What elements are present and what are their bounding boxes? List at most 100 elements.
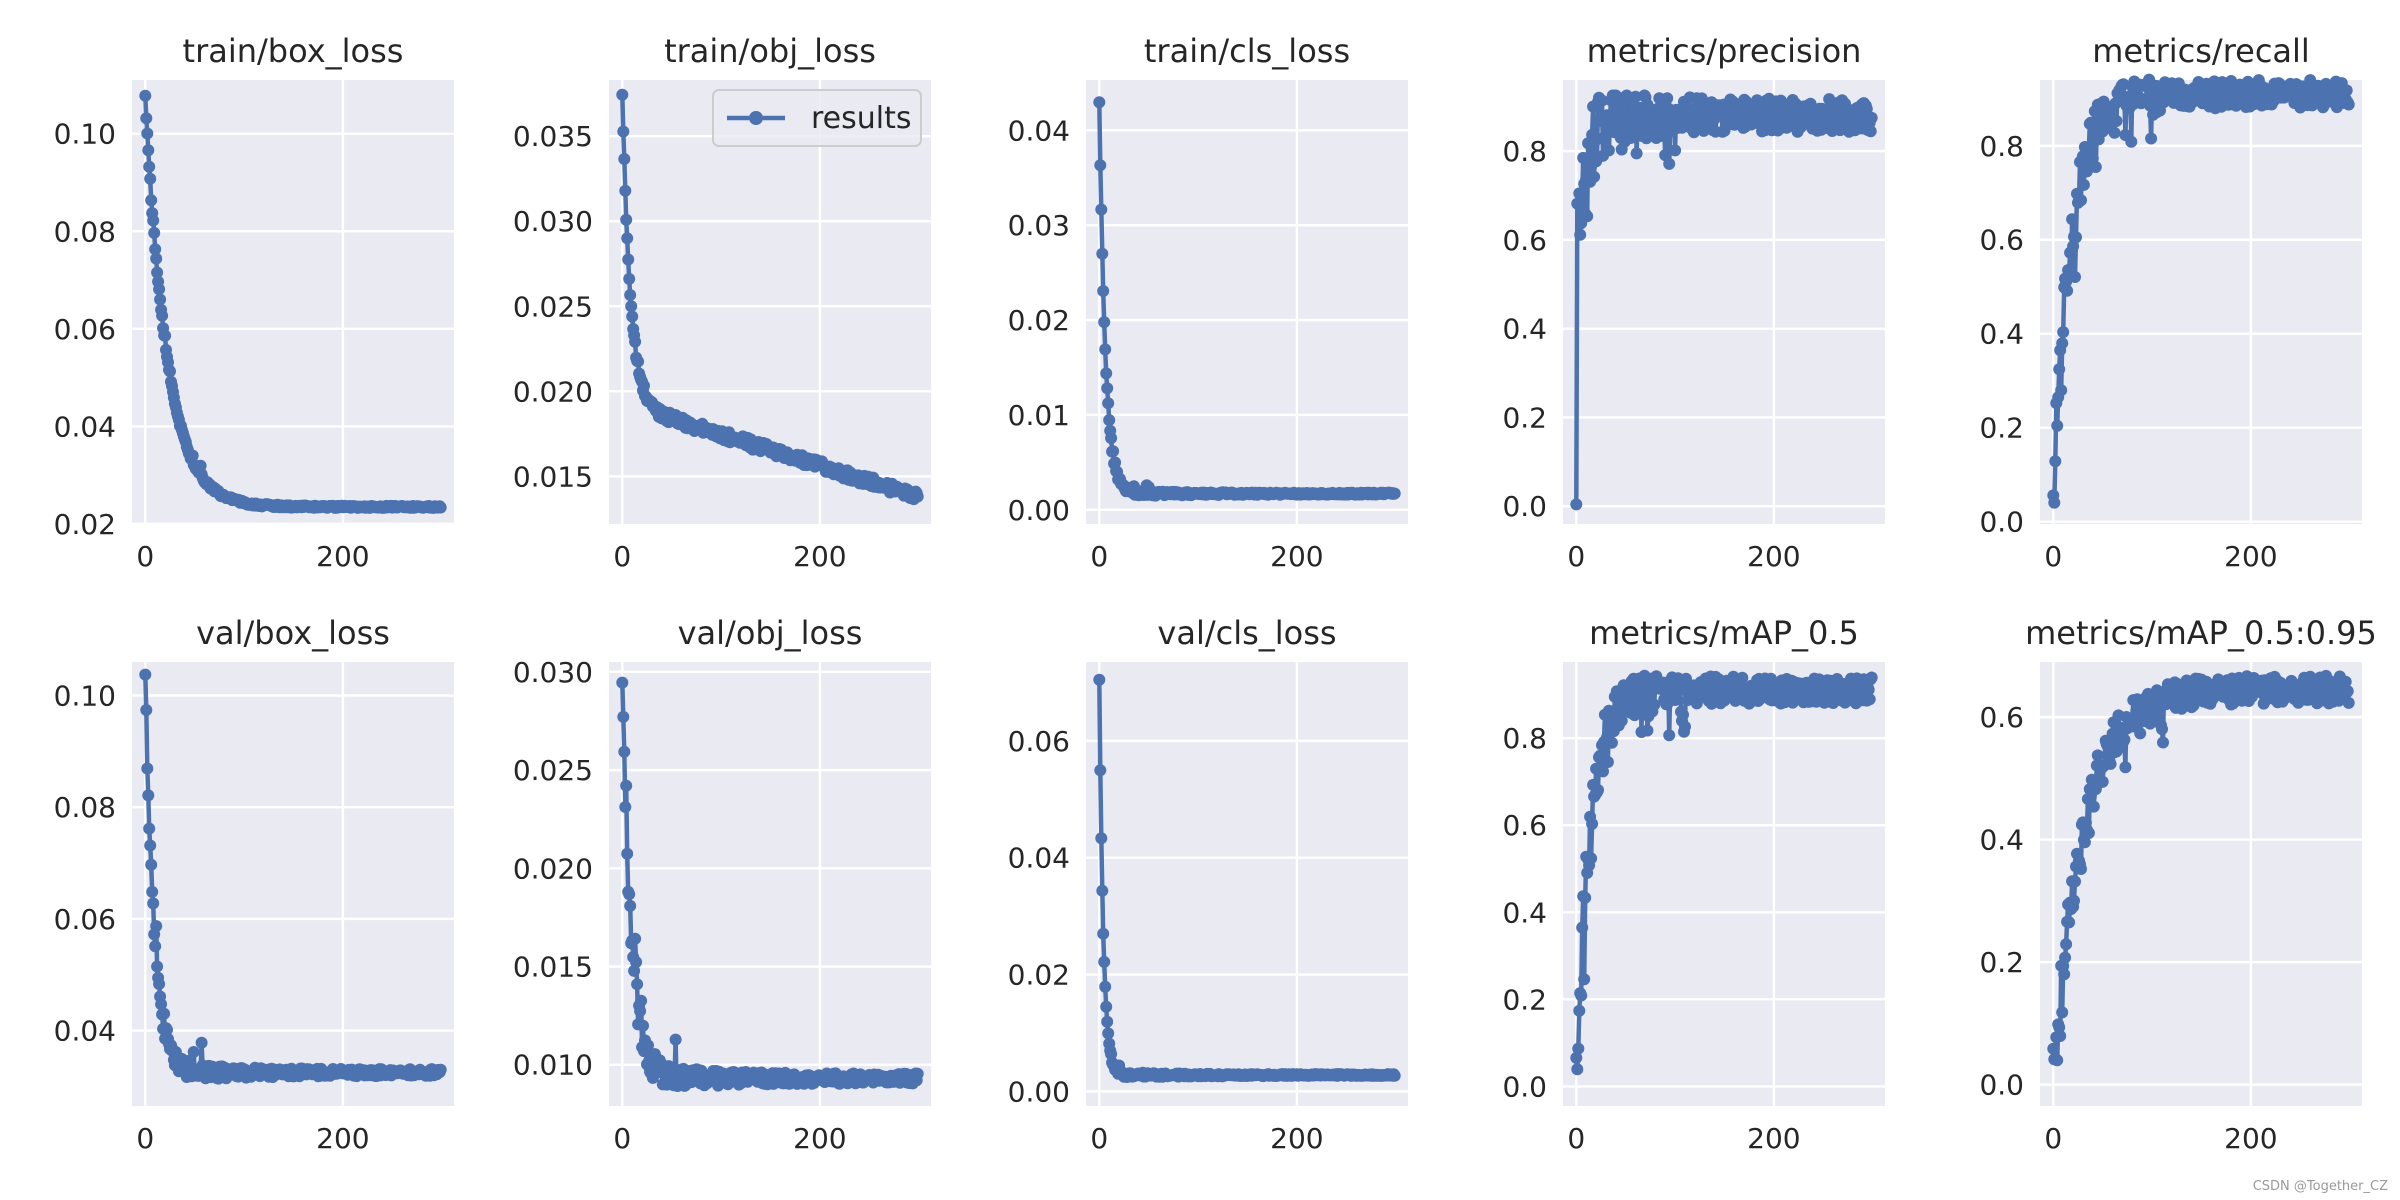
data-point [618,153,631,165]
y-tick-label: 0.06 [1008,725,1070,758]
data-point [1578,973,1591,986]
data-point [616,676,629,689]
data-point [616,88,629,101]
data-point [1095,203,1108,216]
data-point [151,960,164,973]
data-point [2134,727,2147,740]
data-point [153,978,166,990]
data-point [635,994,648,1007]
x-tick-label: 0 [2044,1122,2062,1155]
data-point [2339,675,2352,688]
data-point [2047,1042,2060,1055]
data-point [1574,228,1587,241]
data-point [2048,496,2061,509]
data-point [1095,832,1108,845]
data-point [1388,1069,1401,1082]
series-markers [139,89,447,514]
subplot-10: 0.0 0.2 0.4 0.6 0 200 metrics/mAP_0.5:0.95 [1979,614,2376,1155]
data-point [2055,384,2068,397]
data-point [631,978,644,991]
x-tick-label: 0 [1090,540,1108,573]
data-point [151,266,164,279]
y-tick-label: 0.035 [513,120,593,153]
data-point [1863,693,1876,706]
data-point [164,365,176,378]
data-point [2156,723,2168,736]
data-point [145,194,158,207]
data-point [1663,729,1676,742]
series-markers [2047,73,2355,509]
data-point [2341,685,2354,698]
data-point [1661,92,1674,105]
data-point [622,253,635,266]
data-point [2075,863,2087,875]
data-point [620,779,633,792]
data-point [2152,708,2164,721]
data-point [1581,210,1594,223]
data-point [1864,125,1877,138]
y-tick-label: 0.2 [1979,946,2024,979]
y-tick-label: 0.00 [1008,494,1070,527]
data-point [1601,756,1614,768]
y-tick-label: 0.8 [1502,135,1547,168]
y-tick-label: 0.015 [513,460,593,493]
y-tick-label: 0.02 [1008,959,1070,992]
data-point [434,1063,447,1076]
y-tick-label: 0.020 [513,852,593,885]
data-point [626,310,639,323]
data-point [1576,921,1589,934]
data-point [1097,927,1110,940]
data-point [1101,382,1114,395]
data-point [1573,1004,1586,1017]
x-tick-label: 0 [1090,1122,1108,1155]
data-point [617,710,630,723]
data-point [1598,133,1611,146]
data-point [1629,90,1642,103]
data-point [141,762,154,775]
data-point [911,1067,924,1080]
data-point [154,293,167,306]
data-point [1865,111,1878,124]
data-point [2049,455,2062,468]
data-point [1602,144,1615,157]
data-point [1592,784,1604,796]
data-point [1669,144,1682,157]
data-point [2053,363,2066,376]
data-point [139,89,152,102]
x-tick-label: 0 [613,1122,631,1155]
data-point [2058,968,2071,981]
data-point [619,801,632,813]
subplot-2: 0.015 0.020 0.025 0.030 0.035 0 200 train/obj_l… [513,32,931,573]
data-point [618,745,631,758]
legend-label: results [811,101,912,136]
data-point [2066,213,2079,226]
x-tick-label: 200 [316,1122,369,1155]
data-point [629,932,642,945]
data-point [1641,724,1654,737]
data-point [638,379,650,392]
y-tick-label: 0.025 [513,290,593,323]
x-tick-label: 0 [136,540,154,573]
y-tick-label: 0.8 [1979,130,2024,163]
data-point [1570,1051,1583,1064]
data-point [1630,147,1643,160]
data-point [2157,736,2169,749]
plot-area [132,662,454,1106]
y-tick-label: 0.020 [513,375,593,408]
data-point [1096,247,1109,260]
data-point [1100,367,1113,380]
data-point [1862,683,1875,696]
y-tick-label: 0.010 [513,1049,593,1082]
y-tick-label: 0.015 [513,951,593,984]
legend-box [712,89,922,147]
data-point [2075,194,2087,207]
y-tick-label: 0.06 [54,903,116,936]
series-markers [616,88,924,506]
data-point [1107,445,1120,458]
data-point [2063,916,2076,929]
data-point [1099,343,1112,356]
y-tick-label: 0.6 [1979,224,2024,257]
data-point [2056,1006,2069,1019]
data-point [158,1007,171,1020]
plot-area [609,662,931,1106]
